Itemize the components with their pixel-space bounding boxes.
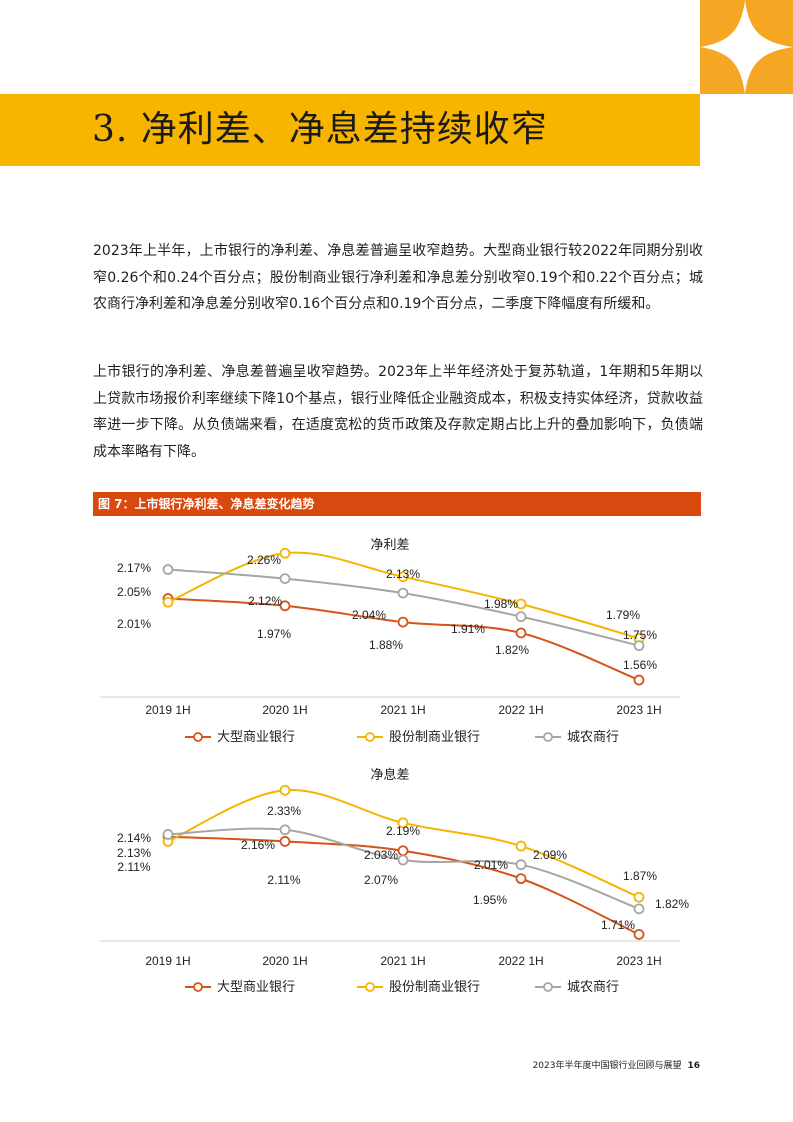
data-point (162, 564, 174, 575)
legend-swatch-marker (365, 982, 375, 992)
data-point (279, 824, 291, 836)
legend-label: 大型商业银行 (217, 979, 295, 994)
data-label: 1.71% (601, 918, 635, 932)
data-label: 2.09% (533, 848, 567, 862)
data-point (397, 845, 409, 857)
x-tick-label: 2023 1H (616, 954, 661, 968)
data-point (279, 547, 291, 559)
data-point (279, 600, 291, 612)
data-label: 2.13% (117, 846, 151, 860)
data-point (397, 616, 409, 628)
series-line (167, 827, 640, 910)
x-tick-label: 2021 1H (380, 954, 425, 968)
legend-swatch-marker (543, 732, 553, 742)
data-label: 1.56% (623, 658, 657, 672)
legend-label: 股份制商业银行 (389, 729, 480, 744)
data-label: 2.16% (241, 838, 275, 852)
data-point (279, 784, 291, 796)
legend-label: 城农商行 (567, 979, 619, 994)
net-interest-margin-chart: 净息差 2019 1H 2020 1H 2021 1H 2022 1H 2023 1H 2.… (100, 767, 689, 994)
data-label: 1.91% (451, 622, 485, 636)
data-point (279, 573, 291, 585)
data-label: 2.33% (267, 804, 301, 818)
data-point (397, 817, 409, 829)
data-label: 2.05% (117, 585, 151, 599)
data-point (162, 596, 174, 608)
data-label: 1.98% (484, 597, 518, 611)
data-point (633, 929, 645, 940)
legend-swatch-marker (365, 732, 375, 742)
data-point (515, 873, 527, 885)
series-line (167, 789, 640, 899)
data-label: 1.82% (655, 897, 689, 911)
data-point (162, 829, 174, 840)
figure-header-bar (93, 492, 701, 516)
legend-label: 股份制商业银行 (389, 979, 480, 994)
data-label: 1.95% (473, 893, 507, 907)
data-point (633, 674, 645, 686)
chart-title: 净息差 (370, 767, 409, 782)
data-label: 2.13% (386, 567, 420, 581)
x-tick-label: 2020 1H (262, 954, 307, 968)
x-tick-label: 2020 1H (262, 703, 307, 717)
data-label: 1.79% (606, 608, 640, 622)
series-line (167, 597, 640, 681)
chart-title: 净利差 (370, 537, 409, 552)
x-tick-label: 2019 1H (145, 703, 190, 717)
data-point (515, 859, 527, 871)
net-interest-spread-chart: 净利差 2019 1H 2020 1H 2021 1H 2022 1H 2023 1H 2.… (100, 537, 680, 744)
data-point (633, 640, 645, 652)
legend-label: 大型商业银行 (217, 729, 295, 744)
legend-label: 城农商行 (567, 729, 619, 744)
data-point (633, 891, 645, 903)
legend-swatch-marker (193, 732, 203, 742)
data-label: 1.82% (495, 643, 529, 657)
paragraph-2: 上市银行的净利差、净息差普遍呈收窄趋势。2023年上半年经济处于复苏轨道，1年期… (93, 364, 703, 460)
x-tick-label: 2021 1H (380, 703, 425, 717)
data-label: 2.11% (267, 873, 300, 887)
x-tick-label: 2023 1H (616, 703, 661, 717)
data-point (515, 611, 527, 623)
data-point (515, 627, 527, 639)
data-label: 1.75% (623, 628, 657, 642)
data-label: 2.26% (247, 553, 281, 567)
paragraph-1: 2023年上半年，上市银行的净利差、净息差普遍呈收窄趋势。大型商业银行较2022… (93, 243, 703, 312)
x-tick-label: 2022 1H (498, 703, 543, 717)
data-label: 1.97% (257, 627, 291, 641)
data-label: 1.88% (369, 638, 403, 652)
figure-title: 图 7：上市银行净利差、净息差变化趋势 (98, 497, 315, 511)
data-label: 2.12% (248, 594, 282, 608)
data-label: 2.01% (474, 858, 508, 872)
x-tick-label: 2022 1H (498, 954, 543, 968)
data-label: 2.14% (117, 831, 151, 845)
title-band (0, 94, 700, 166)
data-point (515, 598, 527, 610)
sparkle-icon (700, 0, 793, 94)
data-label: 2.19% (386, 824, 420, 838)
data-point (397, 571, 409, 583)
data-point (397, 587, 409, 599)
data-label: 2.11% (117, 860, 150, 874)
data-point (397, 854, 409, 866)
data-label: 2.17% (117, 561, 151, 575)
data-label: 2.03% (364, 848, 398, 862)
x-tick-label: 2019 1H (145, 954, 190, 968)
page-number: 16 (687, 1061, 700, 1071)
data-point (633, 903, 645, 915)
footer-text: 2023年半年度中国银行业回顾与展望 (532, 1061, 682, 1071)
data-label: 1.87% (623, 869, 657, 883)
corner-decoration (700, 0, 793, 94)
data-label: 2.07% (364, 873, 398, 887)
data-label: 2.04% (352, 608, 386, 622)
page-footer: 2023年半年度中国银行业回顾与展望 16 (533, 1058, 700, 1071)
section-title: 3. 净利差、净息差持续收窄 (92, 109, 548, 150)
data-label: 2.01% (117, 617, 151, 631)
data-point (279, 836, 291, 847)
data-point (515, 840, 527, 852)
legend-swatch-marker (543, 982, 553, 992)
legend-swatch-marker (193, 982, 203, 992)
